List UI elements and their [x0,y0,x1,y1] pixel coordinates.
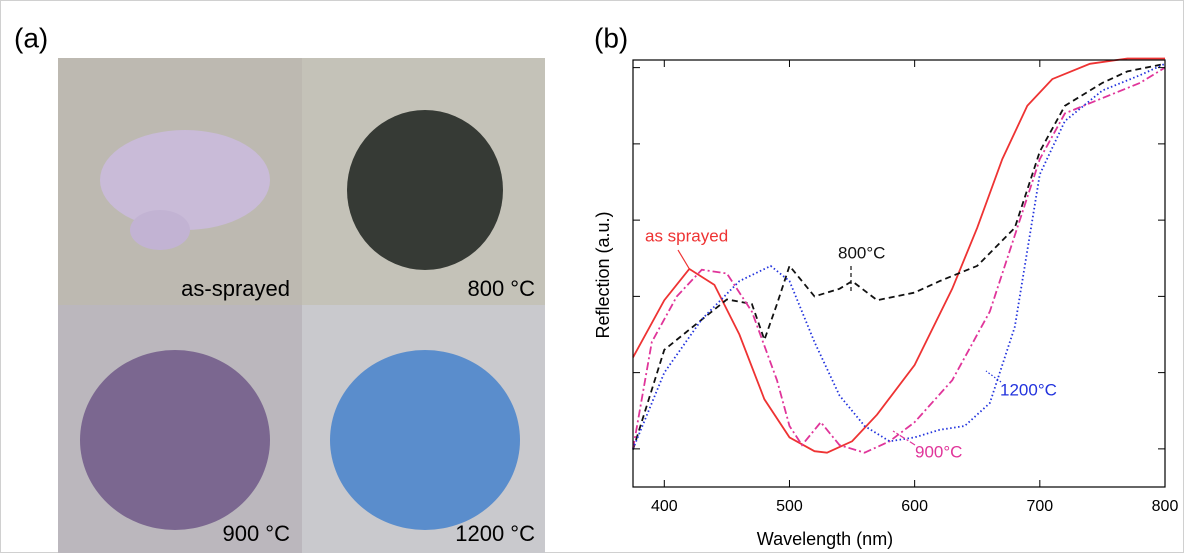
plot: 400 500 600 700 800 as sprayed 800°C 900°C 1200°… [632,57,1179,515]
x-tick-label: 500 [776,498,803,515]
powder [347,110,503,270]
series-label: as sprayed [645,226,728,245]
series-line [632,62,1166,450]
panel-label: (a) [14,22,48,53]
photo-label: 900 °C [222,521,290,546]
x-tick-label: 400 [651,498,678,515]
x-tick-label: 700 [1026,498,1053,515]
photo-label: as-sprayed [181,276,290,301]
powder [80,350,270,530]
series-label: 1200°C [1000,380,1057,399]
leader-line [677,249,691,271]
photo-label: 1200 °C [455,521,535,546]
photo-grid: as-sprayed 800 °C 900 °C 1200 °C [58,58,545,553]
powder [100,130,270,230]
y-axis-label: Reflection (a.u.) [593,211,613,338]
series-label: 900°C [915,442,962,461]
series-line [632,57,1165,454]
series-line [632,66,1166,454]
powder [130,210,190,250]
plot-frame [632,59,1166,488]
x-axis-label: Wavelength (nm) [757,529,893,549]
panel-label: (b) [594,22,628,53]
x-tick-label: 600 [901,498,928,515]
series-line [632,62,1166,450]
x-tick-label: 800 [1152,498,1179,515]
series-label: 800°C [838,243,885,262]
leader-line [892,430,916,446]
powder [330,350,520,530]
photo-label: 800 °C [467,276,535,301]
